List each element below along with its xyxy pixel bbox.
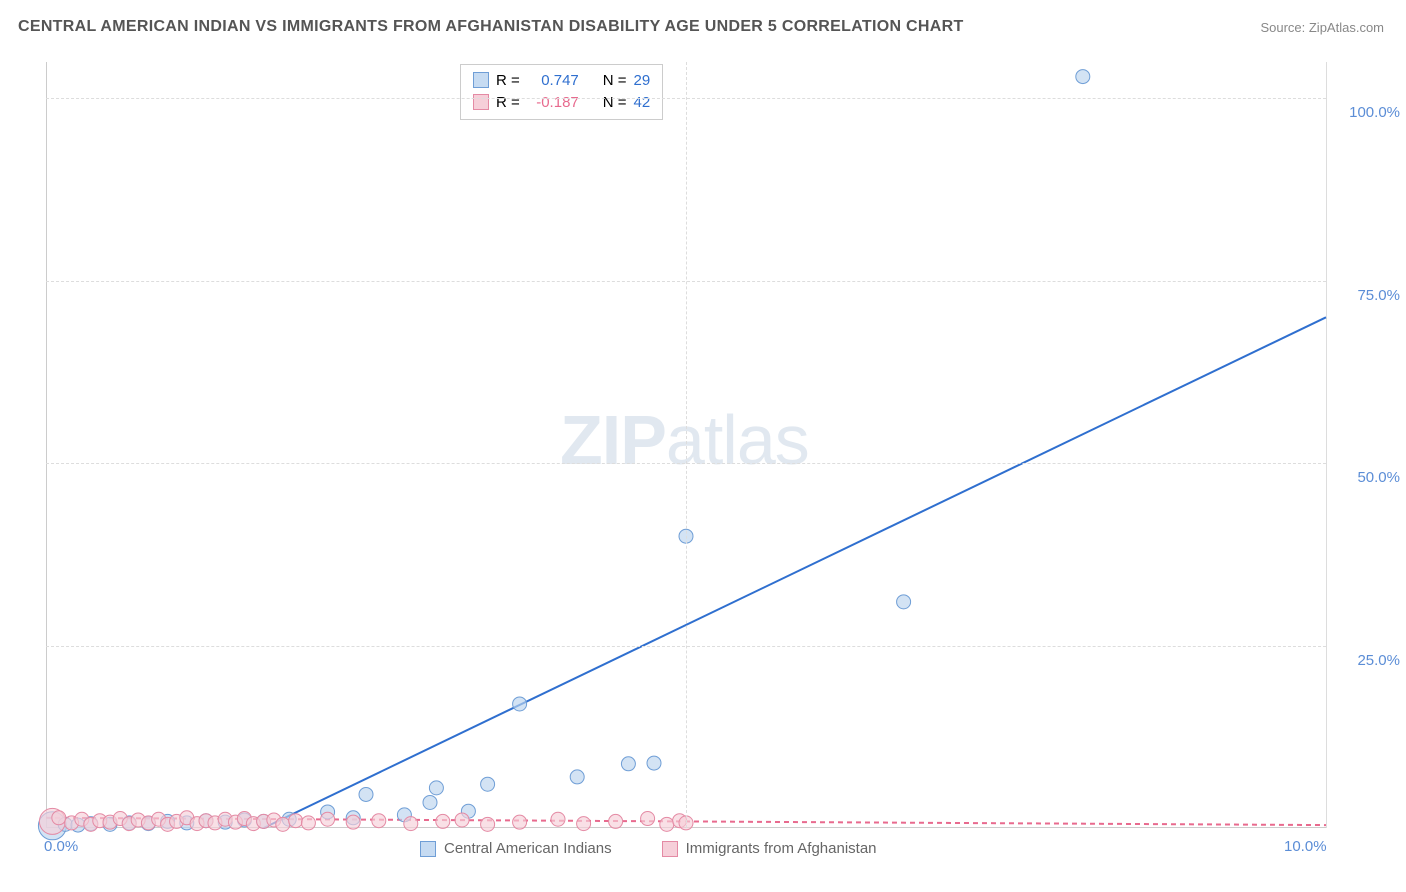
y-tick-label: 25.0% bbox=[1330, 652, 1400, 669]
data-point bbox=[276, 817, 290, 831]
legend-r-value-1: 0.747 bbox=[527, 72, 579, 89]
data-point bbox=[481, 777, 495, 791]
series-legend-item-1: Central American Indians bbox=[420, 840, 612, 857]
legend-row-series-1: R = 0.747 N = 29 bbox=[473, 69, 650, 91]
series-legend-item-2: Immigrants from Afghanistan bbox=[662, 840, 877, 857]
data-point bbox=[513, 697, 527, 711]
gridline-v bbox=[686, 62, 687, 828]
y-tick-label: 75.0% bbox=[1330, 287, 1400, 304]
trend-line-0 bbox=[264, 317, 1326, 828]
data-point bbox=[372, 814, 386, 828]
data-point bbox=[321, 812, 335, 826]
data-point bbox=[897, 595, 911, 609]
data-point bbox=[660, 817, 674, 831]
data-point bbox=[346, 815, 360, 829]
x-tick-label: 0.0% bbox=[44, 838, 78, 855]
data-point bbox=[577, 817, 591, 831]
legend-swatch-2 bbox=[473, 94, 489, 110]
data-point bbox=[609, 814, 623, 828]
x-tick-label: 10.0% bbox=[1284, 838, 1327, 855]
legend-n-value-1: 29 bbox=[634, 72, 651, 89]
data-point bbox=[641, 812, 655, 826]
legend-r-label-1: R = bbox=[496, 72, 520, 89]
series-swatch-1 bbox=[420, 841, 436, 857]
series-swatch-2 bbox=[662, 841, 678, 857]
correlation-legend: R = 0.747 N = 29 R = -0.187 N = 42 bbox=[460, 64, 663, 120]
y-tick-label: 50.0% bbox=[1330, 469, 1400, 486]
data-point bbox=[551, 812, 565, 826]
legend-n-label-1: N = bbox=[603, 72, 627, 89]
data-point bbox=[1076, 70, 1090, 84]
data-point bbox=[359, 787, 373, 801]
series-name-2: Immigrants from Afghanistan bbox=[686, 840, 877, 857]
legend-n-value-2: 42 bbox=[634, 94, 651, 111]
data-point bbox=[52, 811, 66, 825]
source-label: Source: ZipAtlas.com bbox=[1260, 20, 1384, 35]
chart-title: CENTRAL AMERICAN INDIAN VS IMMIGRANTS FR… bbox=[18, 18, 964, 36]
y-tick-label: 100.0% bbox=[1330, 104, 1400, 121]
data-point bbox=[570, 770, 584, 784]
data-point bbox=[429, 781, 443, 795]
series-legend: Central American Indians Immigrants from… bbox=[420, 840, 877, 857]
data-point bbox=[423, 795, 437, 809]
legend-n-label-2: N = bbox=[603, 94, 627, 111]
data-point bbox=[289, 814, 303, 828]
legend-swatch-1 bbox=[473, 72, 489, 88]
legend-row-series-2: R = -0.187 N = 42 bbox=[473, 91, 650, 113]
data-point bbox=[455, 813, 469, 827]
data-point bbox=[481, 817, 495, 831]
data-point bbox=[647, 756, 661, 770]
data-point bbox=[436, 814, 450, 828]
plot-right-border bbox=[1326, 62, 1327, 828]
data-point bbox=[404, 817, 418, 831]
data-point bbox=[513, 815, 527, 829]
data-point bbox=[621, 757, 635, 771]
legend-r-value-2: -0.187 bbox=[527, 94, 579, 111]
series-name-1: Central American Indians bbox=[444, 840, 612, 857]
data-point bbox=[301, 816, 315, 830]
legend-r-label-2: R = bbox=[496, 94, 520, 111]
